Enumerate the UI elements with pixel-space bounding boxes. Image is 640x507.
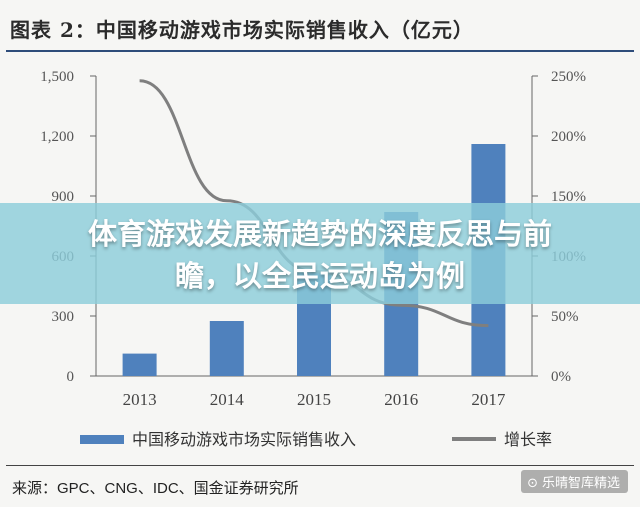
legend-bar-swatch xyxy=(80,435,124,444)
bar xyxy=(122,353,157,376)
legend-line-label: 增长率 xyxy=(504,430,552,449)
left-tick-label: 1,500 xyxy=(40,69,74,85)
chart-title: 图表 2：中国移动游戏市场实际销售收入（亿元） xyxy=(10,18,474,42)
footer-rule xyxy=(6,465,634,466)
right-tick-label: 150% xyxy=(551,189,586,205)
right-tick-label: 200% xyxy=(551,129,586,145)
watermark-text: 乐晴智库精选 xyxy=(541,476,620,491)
x-tick-label: 2016 xyxy=(384,390,418,409)
left-tick-label: 0 xyxy=(67,369,75,385)
source-note: 来源：GPC、CNG、IDC、国金证券研究所 xyxy=(12,480,299,497)
right-tick-label: 0% xyxy=(551,369,571,385)
x-tick-label: 2014 xyxy=(210,390,245,409)
watermark: ⊙ 乐晴智库精选 xyxy=(521,470,628,493)
right-tick-label: 50% xyxy=(551,309,579,325)
x-tick-label: 2015 xyxy=(297,390,331,409)
x-tick-label: 2013 xyxy=(123,390,157,409)
title-rule xyxy=(6,50,634,52)
banner-line-2: 瞻，以全民运动岛为例 xyxy=(174,259,465,293)
left-tick-label: 300 xyxy=(52,309,75,325)
banner-line-1: 体育游戏发展新趋势的深度反思与前 xyxy=(87,217,552,251)
overlay-banner xyxy=(0,203,640,304)
x-tick-label: 2017 xyxy=(471,390,506,409)
banner-headline: 体育游戏发展新趋势的深度反思与前 瞻，以全民运动岛为例 xyxy=(0,213,640,297)
left-tick-label: 900 xyxy=(52,189,75,205)
legend-bar-label: 中国移动游戏市场实际销售收入 xyxy=(132,430,356,449)
right-tick-label: 250% xyxy=(551,69,586,85)
bar xyxy=(209,321,244,376)
wechat-icon: ⊙ xyxy=(527,476,538,491)
left-tick-label: 1,200 xyxy=(40,129,74,145)
